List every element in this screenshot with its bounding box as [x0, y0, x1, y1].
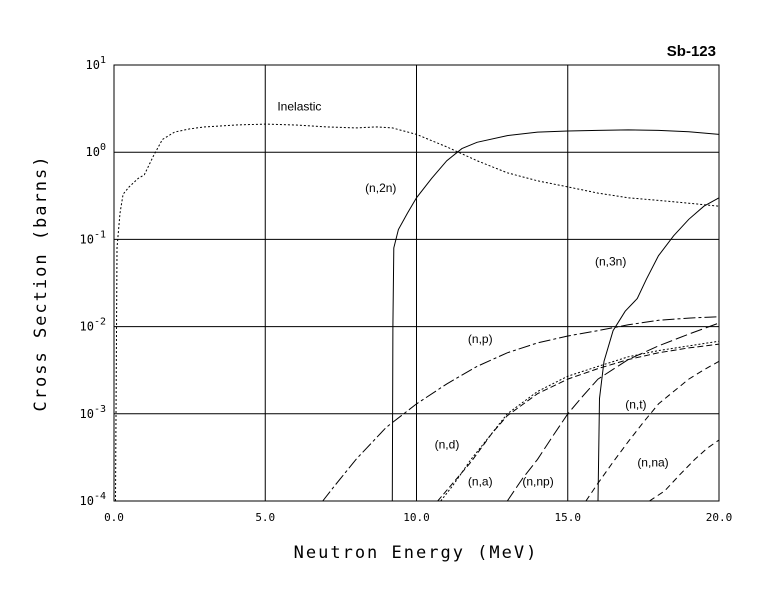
x-axis-label: Neutron Energy (MeV) — [294, 543, 539, 563]
x-tick-label: 10.0 — [403, 511, 430, 524]
series-n-a-line — [437, 343, 719, 501]
y-tick-label: 10-3 — [80, 404, 107, 421]
y-tick-label: 101 — [86, 55, 106, 72]
y-axis-label: Cross Section (barns) — [31, 155, 51, 412]
x-tick-label: 0.0 — [104, 511, 124, 524]
y-tick-label: 10-1 — [80, 229, 107, 246]
x-tick-label: 15.0 — [555, 511, 582, 524]
x-tick-label: 5.0 — [255, 511, 275, 524]
y-tick-label: 100 — [86, 142, 106, 159]
curve-label: (n,a) — [468, 475, 493, 489]
y-tick-label: 10-4 — [80, 491, 107, 508]
series-n-t-line — [585, 360, 719, 501]
y-tick-label: 10-2 — [80, 317, 107, 334]
x-tick-label: 20.0 — [706, 511, 733, 524]
curve-label: (n,t) — [625, 398, 646, 412]
x-tick-labels: 0.0 5.0 10.0 15.0 20.0 — [104, 511, 732, 524]
series-inelastic-line — [115, 123, 719, 501]
curve-label: (n,3n) — [595, 255, 626, 269]
chart-title: Sb-123 — [667, 43, 716, 60]
curve-label: (n,d) — [435, 438, 460, 452]
curve-labels: Inelastic (n,2n) (n,3n) (n,p) (n,t) (n,d) (n,a… — [277, 100, 668, 489]
curve-label: Inelastic — [277, 100, 321, 114]
plot-frame — [113, 64, 720, 502]
series-n-d-line — [440, 340, 719, 501]
series-n-na-line — [649, 439, 719, 501]
series-n-p-line — [322, 316, 719, 501]
y-tick-labels: 10-4 10-3 10-2 10-1 100 101 — [80, 55, 107, 508]
curve-label: (n,np) — [522, 475, 553, 489]
curve-label: (n,na) — [637, 455, 668, 469]
series-curves — [115, 123, 719, 501]
curve-label: (n,2n) — [365, 181, 396, 195]
curve-label: (n,p) — [468, 332, 493, 346]
series-n-2n-line — [391, 129, 719, 501]
series-n-np-line — [506, 322, 719, 501]
